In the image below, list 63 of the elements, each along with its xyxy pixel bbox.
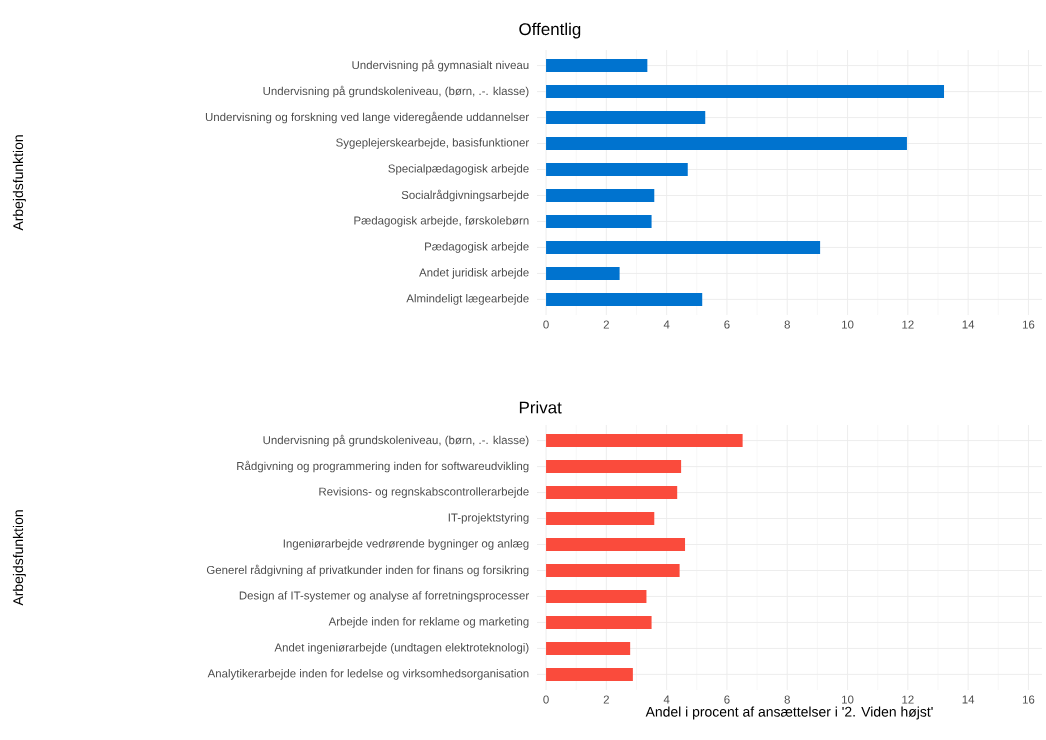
x-tick-label: 0 [543, 695, 549, 704]
bar [546, 486, 678, 500]
y-axis-title: Arbejdsfunktion [12, 135, 26, 231]
bar [546, 111, 706, 125]
y-tick-label: Undervisning på grundskoleniveau, (børn, .-. klasse) [263, 85, 529, 98]
chart-title: Offentlig [519, 22, 581, 39]
y-axis-title: Arbejdsfunktion [12, 510, 26, 606]
bar [546, 266, 620, 280]
y-tick-label: Rådgivning og programmering inden for softwareudvikling [237, 460, 529, 473]
y-tick-label: Generel rådgivning af privatkunder inden for finans og forsikring [206, 564, 529, 577]
y-tick-label: Andet juridisk arbejde [419, 268, 529, 279]
x-tick-label: 10 [842, 695, 854, 704]
x-tick-label: 6 [724, 320, 730, 329]
y-tick-label: Specialpædagogisk arbejde [388, 164, 529, 175]
bar [546, 589, 647, 603]
bar [546, 563, 680, 577]
x-tick-label: 14 [962, 320, 975, 329]
bar [546, 615, 652, 629]
bar [546, 667, 633, 681]
bar [546, 163, 688, 176]
x-tick-label: 16 [1022, 695, 1035, 704]
y-tick-label: Design af IT-systemer og analyse af forretningsprocesser [239, 591, 529, 602]
bar [546, 460, 682, 474]
y-tick-label: Socialrådgivningsarbejde [401, 189, 529, 202]
y-tick-label: Almindeligt lægearbejde [406, 294, 529, 305]
bar [546, 214, 652, 228]
y-tick-label: Pædagogisk arbejde [425, 242, 529, 253]
x-tick-label: 12 [902, 695, 914, 704]
y-tick-label: Arbejde inden for reklame og marketing [328, 617, 529, 628]
y-tick-label: Pædagogisk arbejde, førskolebørn [354, 216, 529, 227]
x-tick-label: 16 [1022, 320, 1035, 329]
bar [546, 641, 631, 655]
y-tick-label: Undervisning på grundskoleniveau, (børn, .-. klasse) [263, 434, 529, 447]
y-tick-label: Andet ingeniørarbejde (undtagen elektroteknologi) [274, 643, 529, 654]
bar [546, 240, 821, 254]
x-tick-label: 12 [902, 320, 914, 329]
y-tick-label: Revisions- og regnskabscontrollerarbejde [319, 487, 529, 498]
bar [546, 292, 703, 306]
bar [546, 85, 945, 99]
x-tick-label: 8 [784, 695, 790, 704]
x-tick-label: 14 [962, 695, 975, 704]
x-tick-label: 6 [724, 695, 730, 704]
y-tick-label: Sygeplejerskearbejde, basisfunktioner [336, 138, 529, 149]
y-tick-label: Ingeniørarbejde vedrørende bygninger og anlæg [283, 539, 529, 550]
bar [546, 59, 648, 73]
bar [546, 137, 907, 151]
y-tick-label: Undervisning og forskning ved lange videregående uddannelser [205, 111, 529, 124]
bar [546, 188, 655, 202]
bar [546, 434, 743, 448]
y-tick-label: Analytikerarbejde inden for ledelse og virksomhedsorganisation [207, 669, 529, 680]
x-tick-label: 0 [543, 320, 549, 329]
x-tick-label: 4 [663, 320, 670, 329]
x-tick-label: 2 [603, 695, 609, 704]
x-tick-label: 4 [663, 695, 670, 704]
x-axis-title: Andel i procent af ansættelser i '2. Viden højst' [645, 706, 933, 720]
x-tick-label: 2 [603, 320, 609, 329]
bar [546, 538, 686, 551]
y-tick-label: IT-projektstyring [448, 513, 529, 524]
x-tick-label: 10 [842, 320, 854, 329]
y-tick-label: Undervisning på gymnasialt niveau [352, 59, 529, 72]
bar [546, 512, 655, 526]
chart-title: Privat [519, 401, 562, 414]
x-tick-label: 8 [784, 320, 790, 329]
